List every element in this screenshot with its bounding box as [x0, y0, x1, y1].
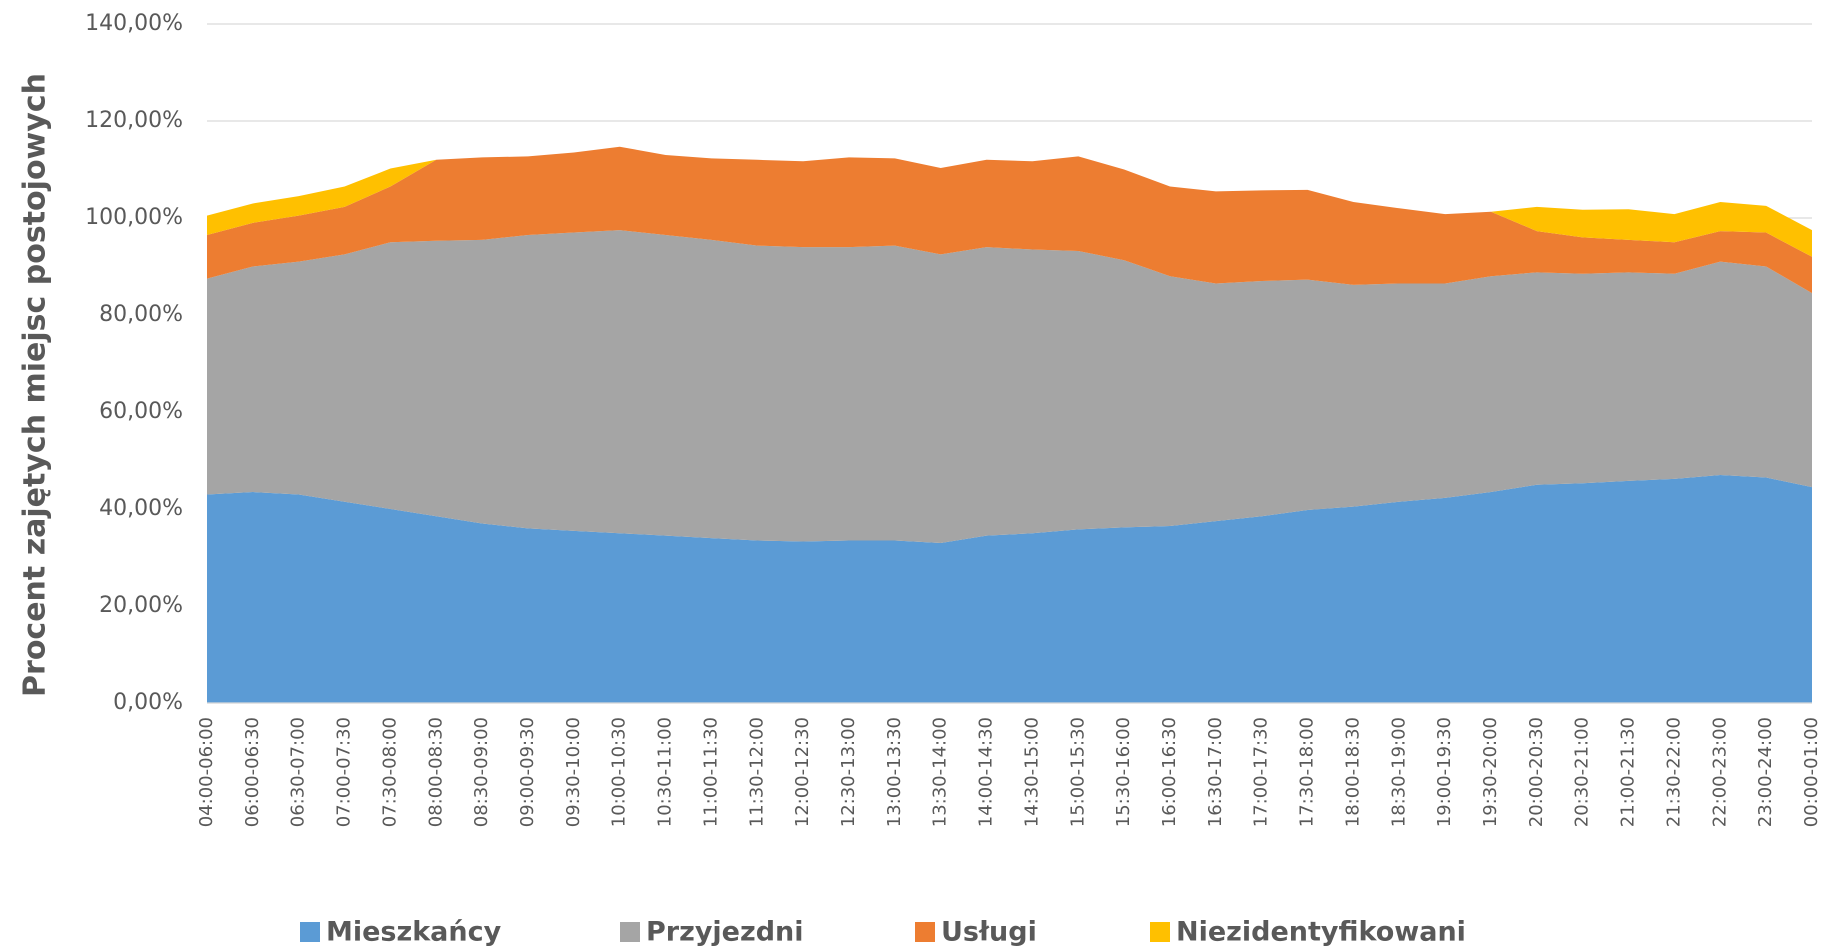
area — [207, 475, 1812, 703]
x-tick-label: 09:30-10:00 — [563, 717, 584, 827]
x-tick-label: 20:30-21:00 — [1572, 717, 1593, 827]
x-tick-label: 19:30-20:00 — [1480, 717, 1501, 827]
x-tick-label: 20:00-20:30 — [1526, 717, 1547, 827]
x-tick-label: 22:00-23:00 — [1709, 717, 1730, 827]
y-tick-label: 60,00% — [99, 399, 183, 424]
x-tick-label: 10:00-10:30 — [609, 717, 630, 827]
legend-swatch — [915, 922, 935, 942]
legend-label: Mieszkańcy — [326, 917, 502, 948]
area — [207, 230, 1812, 543]
x-tick-label: 07:30-08:00 — [379, 717, 400, 827]
x-tick-label: 09:00-09:30 — [517, 717, 538, 827]
x-tick-label: 18:30-19:00 — [1388, 717, 1409, 827]
legend-label: Niezidentyfikowani — [1176, 917, 1466, 948]
x-tick-label: 17:30-18:00 — [1297, 717, 1318, 827]
x-tick-label: 17:00-17:30 — [1251, 717, 1272, 827]
x-tick-label: 00:00-01:00 — [1801, 717, 1822, 827]
x-tick-label: 08:30-09:00 — [471, 717, 492, 827]
y-axis-title: Procent zajętych miejsc postojowych — [18, 73, 53, 697]
x-tick-label: 23:00-24:00 — [1755, 717, 1776, 827]
x-tick-label: 18:00-18:30 — [1342, 717, 1363, 827]
x-tick-label: 06:00-06:30 — [242, 717, 263, 827]
x-tick-label: 21:00-21:30 — [1618, 717, 1639, 827]
legend-swatch — [1150, 922, 1170, 942]
x-tick-label: 15:00-15:30 — [1067, 717, 1088, 827]
x-tick-label: 11:30-12:00 — [746, 717, 767, 827]
x-tick-label: 14:00-14:30 — [976, 717, 997, 827]
legend-label: Przyjezdni — [646, 917, 804, 948]
x-tick-label: 13:30-14:00 — [930, 717, 951, 827]
x-tick-label: 11:00-11:30 — [700, 717, 721, 827]
x-tick-label: 16:30-17:00 — [1205, 717, 1226, 827]
x-tick-label: 12:00-12:30 — [792, 717, 813, 827]
x-tick-label: 15:30-16:00 — [1113, 717, 1134, 827]
x-tick-label: 21:30-22:00 — [1663, 717, 1684, 827]
x-tick-label: 04:00-06:00 — [196, 717, 217, 827]
x-tick-label: 12:30-13:00 — [838, 717, 859, 827]
legend-swatch — [300, 922, 320, 942]
area — [207, 146, 1812, 294]
y-tick-label: 120,00% — [85, 108, 183, 133]
x-tick-label: 10:30-11:00 — [655, 717, 676, 827]
legend-swatch — [620, 922, 640, 942]
y-tick-label: 0,00% — [113, 690, 183, 715]
x-tick-label: 08:00-08:30 — [425, 717, 446, 827]
y-tick-label: 100,00% — [85, 205, 183, 230]
y-tick-label: 40,00% — [99, 496, 183, 521]
y-tick-label: 140,00% — [85, 11, 183, 36]
y-tick-label: 20,00% — [99, 593, 183, 618]
x-tick-label: 07:00-07:30 — [334, 717, 355, 827]
y-tick-label: 80,00% — [99, 302, 183, 327]
x-tick-label: 14:30-15:00 — [1021, 717, 1042, 827]
x-tick-label: 16:00-16:30 — [1159, 717, 1180, 827]
x-tick-label: 13:00-13:30 — [884, 717, 905, 827]
x-tick-label: 19:00-19:30 — [1434, 717, 1455, 827]
x-tick-label: 06:30-07:00 — [288, 717, 309, 827]
legend-label: Usługi — [941, 917, 1037, 948]
